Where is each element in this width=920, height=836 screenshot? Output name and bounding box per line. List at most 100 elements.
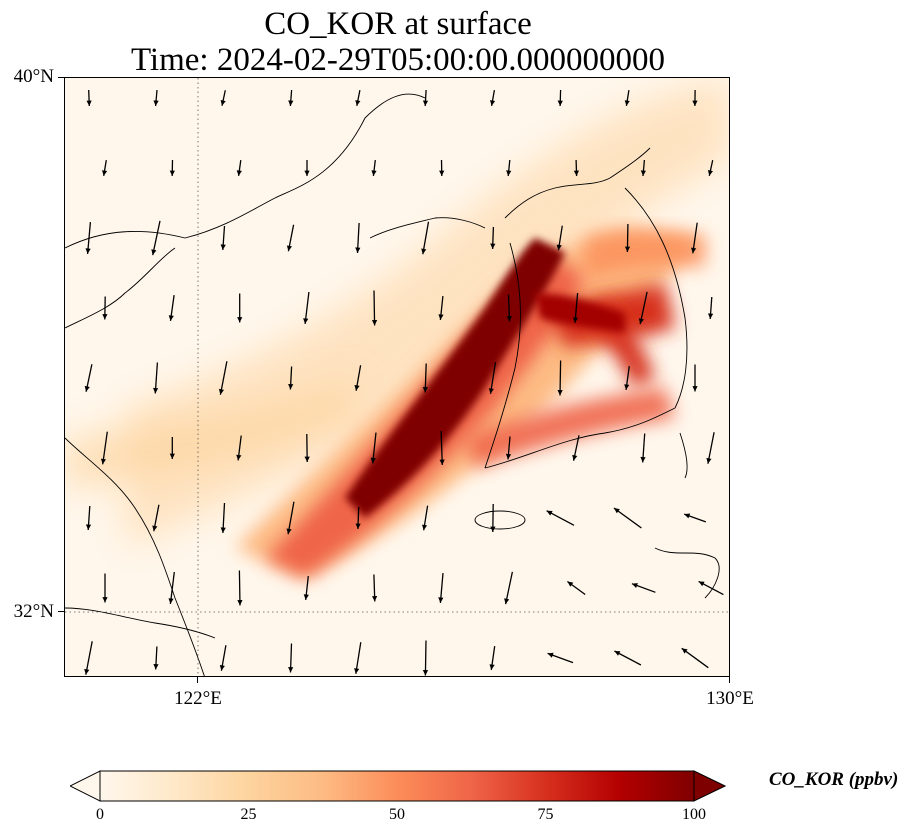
wind-arrowhead <box>572 454 578 461</box>
wind-arrowhead <box>573 170 579 176</box>
wind-arrowhead <box>355 523 361 529</box>
wind-arrowhead <box>422 670 429 676</box>
wind-arrowhead <box>236 454 242 461</box>
lat-tick-40n <box>58 77 64 78</box>
wind-arrowhead <box>640 456 646 463</box>
colorbar-tick-label: 75 <box>537 806 554 823</box>
wind-arrowhead <box>567 581 574 587</box>
colorbar-extend-high <box>693 770 726 802</box>
wind-arrowhead <box>304 456 310 462</box>
wind-arrow <box>422 221 430 255</box>
wind-arrowhead <box>286 245 292 252</box>
wind-arrowhead <box>169 170 175 176</box>
colorbar-tick-label: 50 <box>389 806 405 823</box>
lon-label-122e: 122°E <box>174 688 222 709</box>
wind-arrowhead <box>638 318 644 325</box>
map-title: CO_KOR at surface <box>264 6 532 42</box>
lat-tick-32n <box>58 611 64 612</box>
wind-arrowhead <box>151 249 157 256</box>
wind-arrowhead <box>220 100 226 106</box>
wind-arrowhead <box>84 385 90 392</box>
coastline-shandong <box>65 247 176 329</box>
wind-arrowhead <box>102 597 108 603</box>
colorbar <box>70 770 726 802</box>
map-panel[interactable] <box>64 77 730 677</box>
colorbar-extend-low <box>70 770 101 802</box>
wind-arrowhead <box>370 457 376 464</box>
wind-arrowhead <box>236 170 242 176</box>
wind-arrowhead <box>692 100 698 106</box>
wind-arrowhead <box>556 244 562 251</box>
wind-arrowhead <box>102 314 108 320</box>
colorbar-tick-label: 100 <box>682 806 706 823</box>
wind-arrowhead <box>422 100 429 106</box>
wind-arrowhead <box>557 390 563 396</box>
wind-arrowhead <box>371 170 377 176</box>
coastline-china-east <box>65 437 205 676</box>
wind-arrowhead <box>505 453 512 460</box>
coastline-korea-south <box>484 407 676 469</box>
map-canvas[interactable] <box>65 78 730 677</box>
wind-arrow <box>613 507 642 529</box>
coastline-korea-north <box>504 177 611 219</box>
wind-arrowhead <box>219 665 225 671</box>
lon-label-130e: 130°E <box>706 688 754 709</box>
wind-arrowhead <box>547 652 554 658</box>
colorbar-tick-label: 0 <box>96 806 104 823</box>
wind-arrowhead <box>708 313 714 319</box>
wind-arrowhead <box>152 525 158 532</box>
coastline-korea-east <box>624 187 688 409</box>
wind-vectors <box>84 89 724 676</box>
wind-arrowhead <box>288 100 294 106</box>
wind-arrowhead <box>490 526 496 532</box>
wind-arrowhead <box>439 459 445 465</box>
jeju-island <box>474 510 526 530</box>
kyushu-coast <box>654 547 720 599</box>
wind-arrowhead <box>557 100 563 106</box>
wind-arrow <box>424 640 427 676</box>
wind-arrowhead <box>572 317 579 323</box>
wind-arrow <box>504 571 514 605</box>
wind-arrowhead <box>624 100 630 106</box>
wind-arrowhead <box>490 100 496 106</box>
wind-arrowhead <box>640 170 646 176</box>
wind-arrow <box>681 647 709 669</box>
wind-arrowhead <box>288 384 294 390</box>
lat-label-32n: 32°N <box>13 601 54 622</box>
wind-arrowhead <box>692 386 698 392</box>
concentration-field <box>65 78 729 578</box>
wind-arrow <box>85 641 93 675</box>
wind-arrowhead <box>681 648 688 654</box>
wind-arrowhead <box>631 583 638 588</box>
wind-arrowhead <box>168 598 174 604</box>
lon-tick-130e <box>729 677 730 683</box>
wind-arrowhead <box>691 247 697 254</box>
wind-arrowhead <box>422 524 428 531</box>
wind-arrowhead <box>303 594 309 600</box>
wind-arrowhead <box>422 387 428 393</box>
wind-arrowhead <box>438 597 444 603</box>
wind-arrowhead <box>421 248 427 255</box>
wind-arrowhead <box>488 388 494 394</box>
wind-arrowhead <box>684 513 691 519</box>
wind-arrow <box>287 501 295 535</box>
wind-arrowhead <box>102 170 108 176</box>
wind-arrowhead <box>504 598 510 605</box>
wind-arrowhead <box>85 524 92 530</box>
wind-arrowhead <box>100 458 106 465</box>
wind-arrowhead <box>286 528 292 535</box>
wind-arrowhead <box>153 664 159 670</box>
colorbar-gradient <box>100 771 694 801</box>
wind-arrowhead <box>707 170 713 176</box>
wind-arrow <box>219 361 228 395</box>
wind-arrowhead <box>84 668 90 675</box>
wind-arrowhead <box>506 170 512 176</box>
wind-arrowhead <box>153 387 159 394</box>
wind-arrowhead <box>546 510 553 516</box>
wind-arrow <box>639 291 648 325</box>
wind-arrowhead <box>490 243 496 249</box>
wind-arrowhead <box>85 248 91 254</box>
lat-label-40n: 40°N <box>13 66 54 87</box>
wind-arrowhead <box>506 316 512 322</box>
coastlines <box>65 93 720 676</box>
